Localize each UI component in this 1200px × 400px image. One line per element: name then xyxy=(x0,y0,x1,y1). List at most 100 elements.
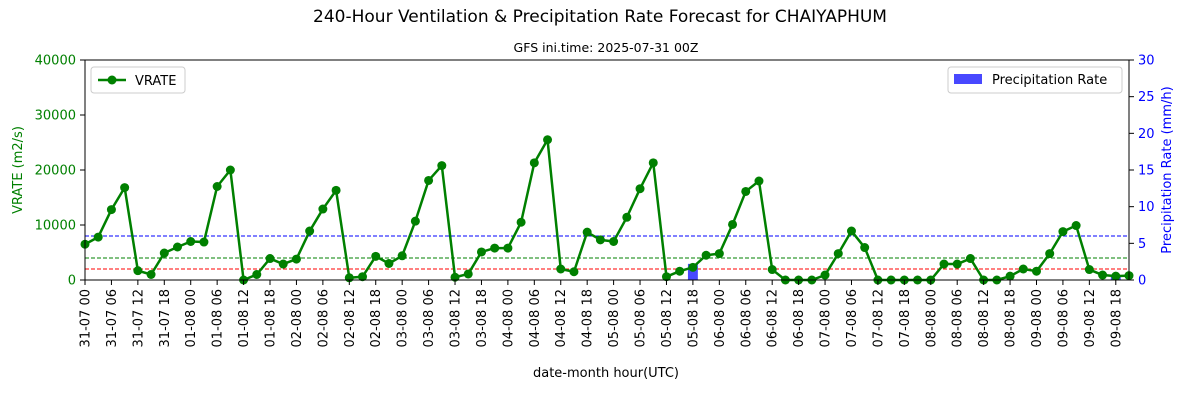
x-tick-label-11: 02-08 18 xyxy=(369,289,384,347)
vrate-point-48 xyxy=(714,249,724,259)
vrate-series xyxy=(80,135,1134,285)
precipitation-bar-0 xyxy=(687,263,698,280)
vrate-point-35 xyxy=(543,135,553,145)
legend-precipitation-box xyxy=(947,66,1123,94)
vrate-point-42 xyxy=(635,184,645,194)
vrate-point-7 xyxy=(173,242,183,252)
vrate-point-3 xyxy=(120,183,130,193)
x-tick-label-8: 02-08 00 xyxy=(290,289,305,347)
vrate-point-29 xyxy=(463,269,473,279)
y-left-tick-label-2: 20000 xyxy=(35,164,76,179)
vrate-point-46 xyxy=(688,262,698,272)
y-right-tick-label-1: 5 xyxy=(1138,237,1146,252)
vrate-point-16 xyxy=(291,254,301,264)
vrate-point-56 xyxy=(820,270,830,280)
x-tick-label-37: 09-08 06 xyxy=(1056,289,1071,347)
vrate-point-49 xyxy=(728,219,738,229)
x-tick-label-31: 07-08 18 xyxy=(898,289,913,347)
y-right-tick-label-5: 25 xyxy=(1138,90,1155,105)
vrate-point-6 xyxy=(159,248,169,258)
x-tick-label-34: 08-08 12 xyxy=(977,289,992,347)
x-tick-label-21: 05-08 06 xyxy=(634,289,649,347)
vrate-point-13 xyxy=(252,270,262,279)
vrate-point-72 xyxy=(1031,266,1041,276)
legend-precipitation: Precipitation Rate xyxy=(947,66,1123,94)
vrate-point-45 xyxy=(675,266,685,276)
y-right-tick-label-6: 30 xyxy=(1138,54,1155,69)
y-axis-left-label: VRATE (m2/s) xyxy=(11,126,26,214)
vrate-point-32 xyxy=(503,243,513,253)
vrate-point-14 xyxy=(265,254,275,264)
chart-title: 240-Hour Ventilation & Precipitation Rat… xyxy=(313,7,887,27)
x-tick-label-9: 02-08 06 xyxy=(316,289,331,347)
x-tick-label-22: 05-08 12 xyxy=(660,289,675,347)
x-tick-label-4: 01-08 00 xyxy=(184,289,199,347)
x-tick-label-18: 04-08 12 xyxy=(554,289,569,347)
x-tick-label-38: 09-08 12 xyxy=(1083,289,1098,347)
x-tick-label-5: 01-08 06 xyxy=(211,289,226,347)
vrate-point-52 xyxy=(767,265,777,275)
x-tick-label-13: 03-08 06 xyxy=(422,289,437,347)
vrate-point-8 xyxy=(186,237,196,246)
vrate-point-23 xyxy=(384,259,394,268)
x-tick-label-1: 31-07 06 xyxy=(105,289,120,347)
vrate-point-17 xyxy=(305,226,315,236)
vrate-point-58 xyxy=(846,226,856,236)
vrate-point-59 xyxy=(860,243,870,253)
vrate-point-57 xyxy=(833,249,843,259)
x-tick-label-39: 09-08 18 xyxy=(1109,289,1124,347)
x-tick-label-14: 03-08 12 xyxy=(449,289,464,347)
x-tick-label-26: 06-08 12 xyxy=(766,289,781,347)
y-axis-left: 0 10000 20000 30000 40000 xyxy=(35,54,85,289)
vrate-point-70 xyxy=(1005,271,1015,281)
vrate-point-15 xyxy=(278,259,288,269)
y-right-tick-label-4: 20 xyxy=(1138,127,1155,142)
vrate-point-2 xyxy=(106,205,116,215)
x-tick-label-15: 03-08 18 xyxy=(475,289,490,347)
vrate-point-67 xyxy=(965,254,975,264)
vrate-point-51 xyxy=(754,176,764,186)
legend-precipitation-label: Precipitation Rate xyxy=(992,73,1107,88)
legend-vrate-label: VRATE xyxy=(135,74,176,89)
legend-vrate-marker xyxy=(107,75,117,85)
y-axis-right-label: Precipitation Rate (mm/h) xyxy=(1160,86,1175,253)
vrate-point-76 xyxy=(1084,265,1094,275)
vrate-point-34 xyxy=(529,158,539,168)
y-left-tick-label-1: 10000 xyxy=(35,219,76,234)
vrate-point-77 xyxy=(1098,270,1108,280)
vrate-point-9 xyxy=(199,237,209,247)
vrate-point-50 xyxy=(741,186,751,196)
x-tick-label-10: 02-08 12 xyxy=(343,289,358,347)
x-tick-label-27: 06-08 18 xyxy=(792,289,807,347)
x-tick-label-6: 01-08 12 xyxy=(237,289,252,347)
vrate-point-33 xyxy=(516,217,526,227)
vrate-point-41 xyxy=(622,212,632,222)
y-right-tick-label-3: 15 xyxy=(1138,164,1155,179)
x-tick-label-17: 04-08 06 xyxy=(528,289,543,347)
vrate-point-26 xyxy=(424,175,434,185)
x-tick-label-2: 31-07 12 xyxy=(131,289,146,347)
x-tick-label-0: 31-07 00 xyxy=(79,289,94,347)
vrate-point-10 xyxy=(212,182,222,191)
x-tick-label-32: 08-08 00 xyxy=(924,289,939,347)
vrate-point-74 xyxy=(1058,227,1068,237)
legend-vrate: VRATE xyxy=(90,66,186,94)
x-tick-label-7: 01-08 18 xyxy=(264,289,279,347)
vrate-point-39 xyxy=(595,235,605,245)
x-tick-label-25: 06-08 06 xyxy=(739,289,754,347)
y-axis-right: 0 5 10 15 20 25 30 xyxy=(1129,54,1155,289)
vrate-point-43 xyxy=(648,158,658,168)
vrate-point-73 xyxy=(1045,249,1055,259)
vrate-point-75 xyxy=(1071,221,1081,231)
vrate-point-31 xyxy=(490,243,500,253)
x-tick-label-35: 08-08 18 xyxy=(1004,289,1019,347)
vrate-point-1 xyxy=(93,232,103,242)
x-tick-label-20: 05-08 00 xyxy=(607,289,622,347)
y-right-tick-label-0: 0 xyxy=(1138,274,1146,289)
vrate-point-40 xyxy=(609,237,619,246)
x-tick-label-12: 03-08 00 xyxy=(396,289,411,347)
vrate-point-4 xyxy=(133,266,143,276)
x-tick-label-33: 08-08 06 xyxy=(951,289,966,347)
x-tick-label-30: 07-08 12 xyxy=(871,289,886,347)
